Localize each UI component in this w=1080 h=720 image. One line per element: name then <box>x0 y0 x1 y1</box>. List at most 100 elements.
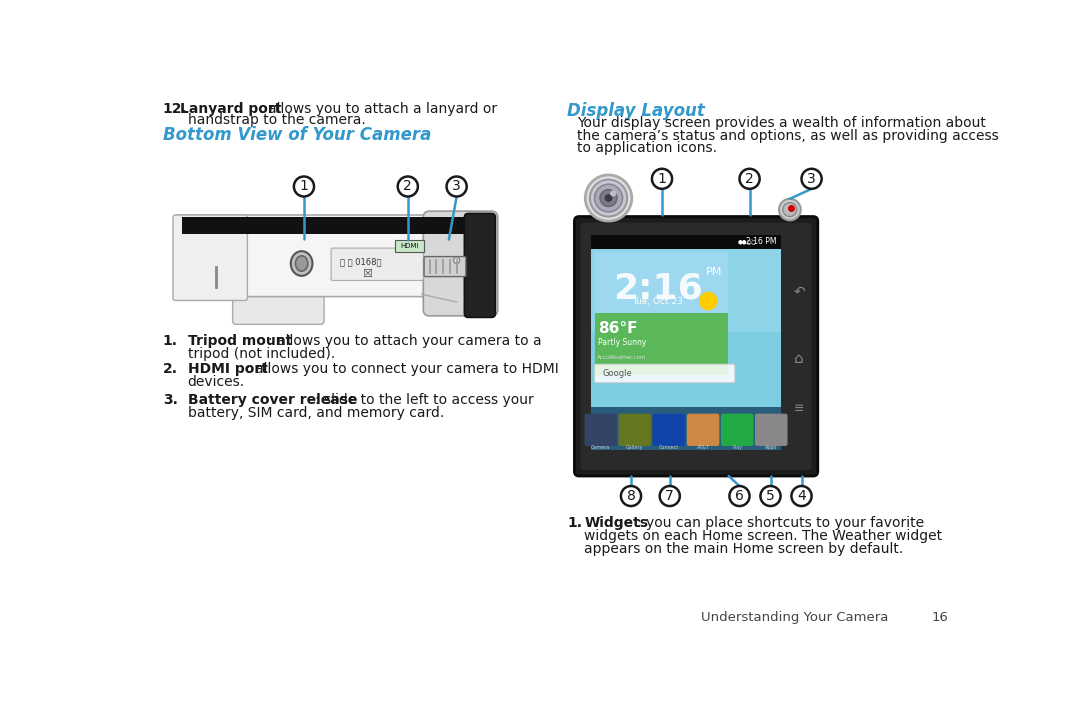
Circle shape <box>446 176 467 197</box>
FancyBboxPatch shape <box>464 213 496 318</box>
Text: 2: 2 <box>745 172 754 186</box>
Text: Gallery: Gallery <box>626 445 644 450</box>
Circle shape <box>590 179 627 217</box>
Bar <box>592 332 781 450</box>
Text: : allows you to attach your camera to a: : allows you to attach your camera to a <box>268 334 542 348</box>
Text: Tripod mount: Tripod mount <box>188 334 292 348</box>
Text: 16: 16 <box>932 611 948 624</box>
Text: 86°F: 86°F <box>598 321 638 336</box>
FancyBboxPatch shape <box>755 414 787 446</box>
Text: : you can place shortcuts to your favorite: : you can place shortcuts to your favori… <box>637 516 924 530</box>
Circle shape <box>652 168 672 189</box>
Text: Understanding Your Camera: Understanding Your Camera <box>701 611 888 624</box>
FancyBboxPatch shape <box>423 211 498 316</box>
Text: 3: 3 <box>807 172 816 186</box>
Text: 5: 5 <box>766 489 774 503</box>
Text: Tue, Oct 23: Tue, Oct 23 <box>632 297 683 305</box>
Text: AccuWeather.com: AccuWeather.com <box>597 355 647 360</box>
Text: HDMI port: HDMI port <box>188 362 268 376</box>
Text: to application icons.: to application icons. <box>577 141 717 155</box>
Text: Display Layout: Display Layout <box>567 102 705 120</box>
Text: Connect: Connect <box>659 445 679 450</box>
Text: the camera’s status and options, as well as providing access: the camera’s status and options, as well… <box>577 129 999 143</box>
FancyBboxPatch shape <box>424 256 465 276</box>
Bar <box>592 235 781 450</box>
Text: ↶: ↶ <box>794 284 805 298</box>
Text: 1: 1 <box>658 172 666 186</box>
Text: widgets on each Home screen. The Weather widget: widgets on each Home screen. The Weather… <box>584 529 943 543</box>
Ellipse shape <box>291 251 312 276</box>
FancyBboxPatch shape <box>575 217 818 476</box>
Text: ⌂: ⌂ <box>795 351 804 366</box>
Circle shape <box>660 486 679 506</box>
Text: Lanyard port: Lanyard port <box>180 102 281 116</box>
Text: 2.: 2. <box>163 362 178 376</box>
FancyBboxPatch shape <box>595 364 734 382</box>
Text: 3.: 3. <box>163 393 178 407</box>
Bar <box>394 240 424 252</box>
Circle shape <box>397 176 418 197</box>
Text: 8: 8 <box>626 489 635 503</box>
Circle shape <box>779 199 800 220</box>
Circle shape <box>729 486 750 506</box>
Text: 2:16 PM: 2:16 PM <box>746 238 777 246</box>
Circle shape <box>783 202 797 217</box>
Text: : allows you to attach a lanyard or: : allows you to attach a lanyard or <box>259 102 497 116</box>
Text: Play: Play <box>732 445 742 450</box>
Circle shape <box>792 486 811 506</box>
FancyBboxPatch shape <box>332 248 423 280</box>
Text: 2: 2 <box>404 179 413 194</box>
Text: Partly Sunny: Partly Sunny <box>598 338 647 347</box>
Text: Ⳡ Ⓒ 0168Ⓜ: Ⳡ Ⓒ 0168Ⓜ <box>340 258 382 266</box>
Text: 1.: 1. <box>163 334 178 348</box>
Text: 1.: 1. <box>567 516 582 530</box>
Text: PM: PM <box>705 267 723 277</box>
Text: HDMI: HDMI <box>400 243 419 249</box>
Text: 1: 1 <box>299 179 309 194</box>
FancyBboxPatch shape <box>232 289 324 324</box>
Circle shape <box>801 168 822 189</box>
FancyBboxPatch shape <box>721 414 754 446</box>
Text: 7: 7 <box>665 489 674 503</box>
Text: : allows you to connect your camera to HDMI: : allows you to connect your camera to H… <box>246 362 558 376</box>
Circle shape <box>621 486 642 506</box>
Text: devices.: devices. <box>188 375 245 389</box>
Text: ≡: ≡ <box>794 402 805 415</box>
Circle shape <box>294 176 314 197</box>
Circle shape <box>699 292 717 310</box>
Bar <box>595 252 728 313</box>
Ellipse shape <box>296 256 308 271</box>
Circle shape <box>740 168 759 189</box>
Bar <box>595 313 728 374</box>
Text: tripod (not included).: tripod (not included). <box>188 348 335 361</box>
FancyBboxPatch shape <box>584 414 617 446</box>
Circle shape <box>454 257 460 264</box>
FancyBboxPatch shape <box>687 414 719 446</box>
Text: 3: 3 <box>453 179 461 194</box>
FancyBboxPatch shape <box>173 215 247 300</box>
Bar <box>181 217 484 234</box>
Circle shape <box>595 184 622 212</box>
FancyBboxPatch shape <box>581 222 811 470</box>
Text: battery, SIM card, and memory card.: battery, SIM card, and memory card. <box>188 406 444 420</box>
Circle shape <box>585 175 632 221</box>
FancyBboxPatch shape <box>652 414 685 446</box>
Text: Camera: Camera <box>591 445 610 450</box>
Circle shape <box>600 189 617 207</box>
Bar <box>592 408 781 450</box>
Text: : slide to the left to access your: : slide to the left to access your <box>314 393 534 407</box>
Text: AT&T: AT&T <box>697 445 710 450</box>
Text: ☒: ☒ <box>363 269 373 279</box>
Text: Widgets: Widgets <box>584 516 648 530</box>
Circle shape <box>610 190 617 197</box>
Bar <box>592 235 781 249</box>
Text: Google: Google <box>603 369 632 378</box>
Text: Battery cover release: Battery cover release <box>188 393 357 407</box>
Text: appears on the main Home screen by default.: appears on the main Home screen by defau… <box>584 542 904 557</box>
Circle shape <box>760 486 781 506</box>
Text: handstrap to the camera.: handstrap to the camera. <box>188 113 365 127</box>
Bar <box>595 252 728 374</box>
Text: 2:16: 2:16 <box>612 272 702 306</box>
Text: Apps: Apps <box>766 445 778 450</box>
FancyBboxPatch shape <box>175 215 490 297</box>
